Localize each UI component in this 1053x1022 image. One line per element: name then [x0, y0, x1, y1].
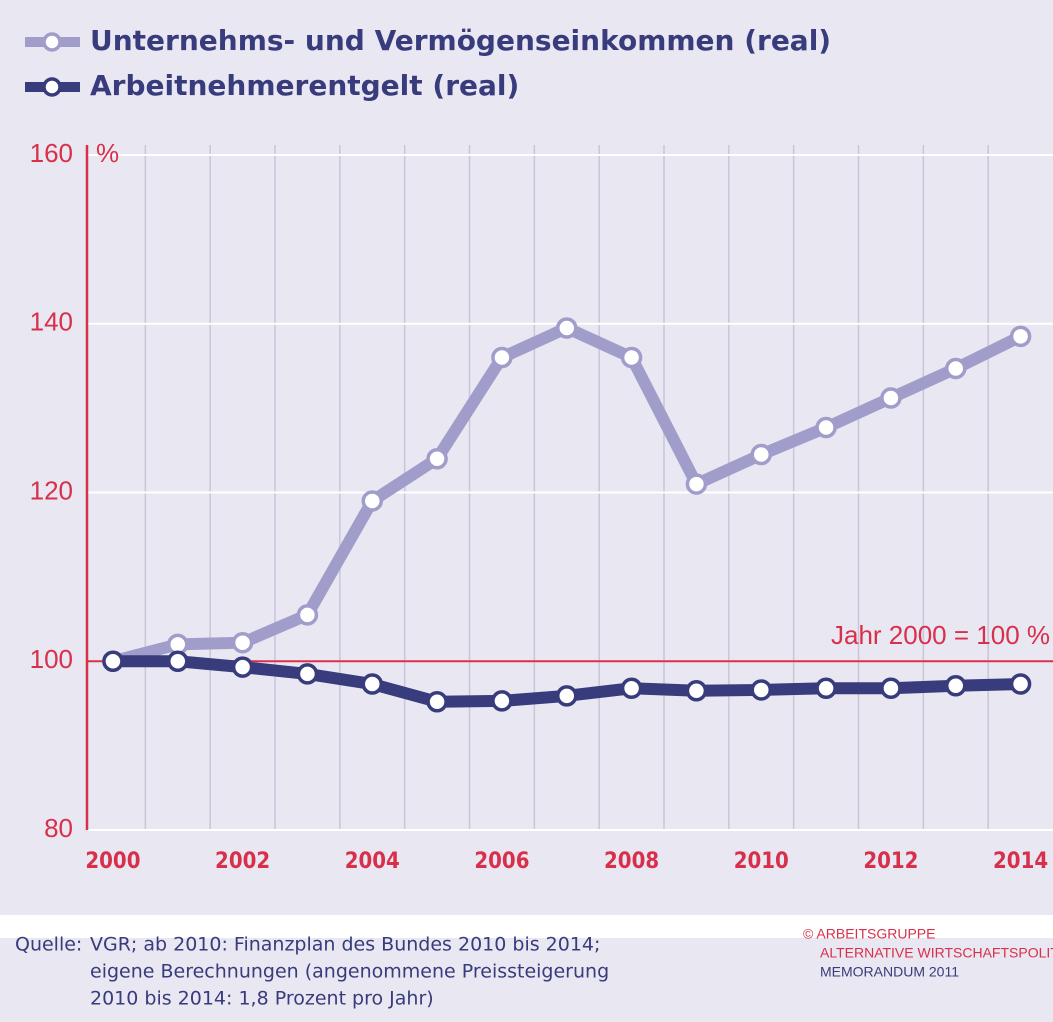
legend-marker [42, 32, 62, 52]
copyright-line: © ARBEITSGRUPPE [803, 926, 935, 942]
y-tick-label: 140 [30, 307, 73, 337]
x-tick-label: 2010 [734, 849, 789, 874]
marker [1009, 325, 1032, 348]
source-line: eigene Berechnungen (angenommene Preisst… [90, 961, 609, 983]
x-tick-label: 2006 [474, 849, 529, 874]
marker [361, 673, 384, 695]
legend-label: Unternehms- und Vermögenseinkommen (real… [90, 24, 831, 57]
x-tick-label: 2012 [863, 849, 918, 874]
y-tick-label: 160 [30, 138, 73, 168]
source-line: 2010 bis 2014: 1,8 Prozent pro Jahr) [90, 988, 434, 1010]
x-tick-label: 2004 [345, 849, 400, 874]
annotation: Jahr 2000 = 100 % [831, 620, 1050, 650]
marker [426, 691, 448, 713]
marker [491, 346, 513, 369]
marker [102, 650, 124, 672]
x-tick-label: 2008 [604, 849, 659, 874]
legend-label: Arbeitnehmerentgelt (real) [90, 69, 519, 102]
x-tick-label: 2002 [215, 849, 270, 874]
source-line: VGR; ab 2010: Finanzplan des Bundes 2010… [90, 934, 600, 956]
x-tick-label: 2014 [993, 849, 1048, 874]
marker [620, 677, 643, 699]
x-tick-label: 2000 [85, 849, 140, 874]
marker [620, 346, 643, 369]
marker [880, 677, 902, 699]
marker [231, 656, 254, 678]
marker [685, 473, 708, 495]
legend-marker [42, 77, 62, 97]
source-label: Quelle: [15, 934, 82, 956]
marker [815, 677, 837, 699]
marker [361, 490, 384, 512]
marker [296, 604, 319, 626]
marker [945, 357, 967, 380]
marker [296, 663, 319, 685]
y-tick-label: 80 [44, 813, 73, 843]
y-tick-label: 120 [30, 475, 73, 505]
plot: 80 100 120 140 160 Jahr 2000 = 100 %% 2000 2002… [25, 24, 1053, 874]
vertical-grid [144, 145, 989, 830]
marker [491, 690, 513, 712]
marker [815, 416, 837, 439]
marker [167, 650, 189, 672]
marker [231, 631, 254, 654]
marker [556, 685, 578, 707]
footer-background [0, 938, 1053, 1022]
marker [750, 679, 773, 701]
y-tick-label: 100 [30, 644, 73, 674]
marker [685, 680, 708, 702]
marker [945, 674, 967, 697]
marker [556, 317, 578, 339]
marker [426, 448, 448, 470]
copyright-line: ALTERNATIVE WIRTSCHAFTSPOLIT [820, 945, 1053, 961]
chart-background [0, 0, 1053, 915]
copyright-line: MEMORANDUM 2011 [820, 964, 959, 980]
marker [1009, 673, 1032, 695]
marker [750, 443, 773, 466]
unit-label: % [96, 138, 119, 168]
marker [880, 387, 902, 409]
